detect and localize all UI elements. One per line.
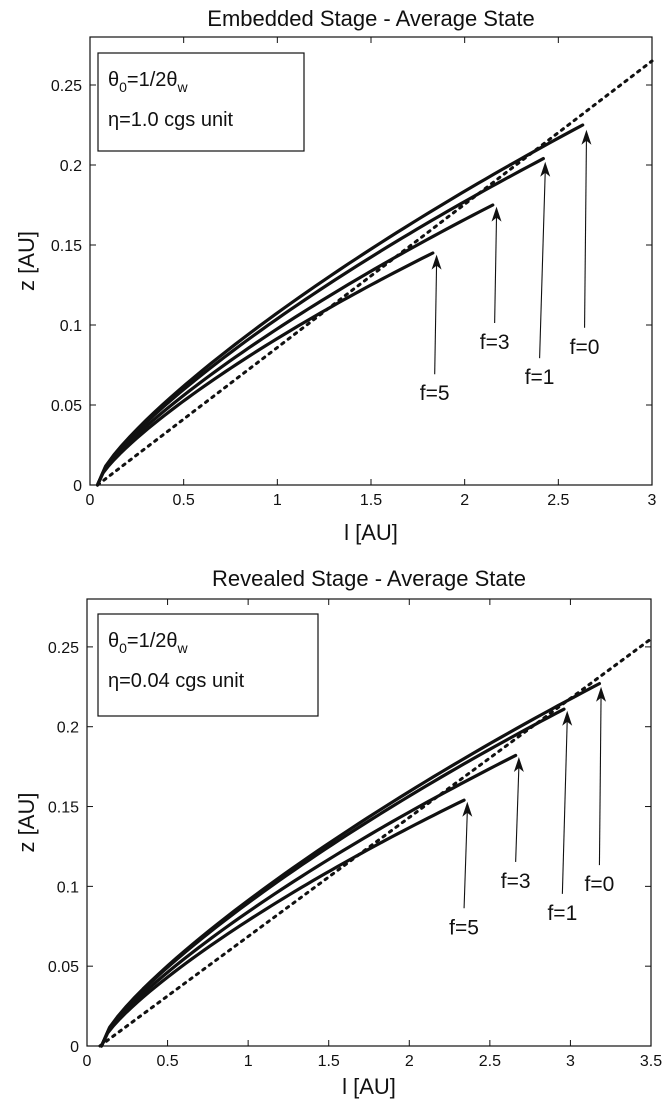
curve-f5 <box>99 798 466 1048</box>
y-tick-label: 0.2 <box>57 720 79 737</box>
curve-f0 <box>95 123 585 487</box>
legend-subscript: w <box>177 79 189 95</box>
annotation-arrow-line <box>539 171 546 359</box>
annotation-arrowhead <box>491 206 502 222</box>
legend-text-part: θ <box>108 69 119 91</box>
y-tick-label: 0.25 <box>48 640 79 657</box>
curve-f1 <box>95 157 545 487</box>
legend-text: θ0=1/2θw <box>108 630 189 656</box>
legend-text: θ0=1/2θw <box>108 69 189 95</box>
x-tick-label: 0 <box>86 492 95 509</box>
y-tick-label: 0.1 <box>60 318 82 335</box>
legend-box <box>97 613 319 717</box>
annotation-label: f=1 <box>525 366 555 389</box>
y-tick-label: 0.05 <box>51 398 82 415</box>
annotation-label: f=1 <box>547 902 577 925</box>
annotation-arrow-line <box>598 696 602 866</box>
annotation-arrowhead <box>562 710 573 726</box>
annotation-label: f=0 <box>570 336 600 359</box>
y-axis-label: z [AU] <box>14 793 39 853</box>
curve-f1 <box>99 707 566 1048</box>
x-tick-label: 2.5 <box>479 1053 501 1070</box>
x-tick-label: 0.5 <box>173 492 195 509</box>
curve-f0 <box>99 682 602 1048</box>
y-tick-label: 0.05 <box>48 959 79 976</box>
y-tick-label: 0.15 <box>51 238 82 255</box>
annotation-arrowhead <box>581 129 592 145</box>
chart-title: Revealed Stage - Average State <box>212 566 526 591</box>
y-tick-label: 0 <box>73 478 82 495</box>
x-axis-label: l [AU] <box>344 520 398 545</box>
annotation-arrow-line <box>584 139 587 328</box>
y-tick-label: 0.25 <box>51 78 82 95</box>
annotation-label: f=0 <box>585 873 615 896</box>
chart-1: Embedded Stage - Average State 0 0.5 1 1.5 2 2… <box>14 6 657 545</box>
legend-text: η=1.0 cgs unit <box>108 109 234 131</box>
y-tick-label: 0.2 <box>60 158 82 175</box>
x-tick-label: 1.5 <box>360 492 382 509</box>
legend-subscript: w <box>177 640 189 656</box>
y-axis-label: z [AU] <box>14 231 39 291</box>
annotation-label: f=3 <box>501 870 531 893</box>
annotation-arrowhead <box>462 801 473 817</box>
legend-subscript: 0 <box>119 79 127 95</box>
legend-text: η=0.04 cgs unit <box>108 670 245 692</box>
x-tick-label: 0.5 <box>156 1053 178 1070</box>
x-tick-label: 1.5 <box>318 1053 340 1070</box>
legend-text-part: =1/2θ <box>127 630 178 652</box>
legend-box <box>97 52 305 152</box>
y-tick-label: 0.1 <box>57 879 79 896</box>
x-tick-label: 2 <box>460 492 469 509</box>
annotation-arrow-line <box>515 767 520 862</box>
x-axis-label: l [AU] <box>342 1074 396 1099</box>
x-tick-label: 2.5 <box>547 492 569 509</box>
annotation-arrowhead <box>540 161 551 177</box>
x-tick-label: 0 <box>83 1053 92 1070</box>
annotation-label: f=3 <box>480 331 510 354</box>
y-tick-label: 0.15 <box>48 800 79 817</box>
chart-2: Revealed Stage - Average State 0 0.5 1 1.5 2 2… <box>14 566 662 1099</box>
annotation-arrowhead <box>431 254 442 270</box>
x-tick-label: 3 <box>648 492 657 509</box>
curve-f3 <box>99 753 518 1048</box>
legend-text-part: =1/2θ <box>127 69 178 91</box>
plot-frame <box>86 598 652 1047</box>
legend-text-part: η=1.0 cgs unit <box>108 109 234 131</box>
legend-subscript: 0 <box>119 640 127 656</box>
x-tick-label: 1 <box>273 492 282 509</box>
x-tick-label: 3.5 <box>640 1053 662 1070</box>
x-tick-label: 2 <box>405 1053 414 1070</box>
x-tick-label: 3 <box>566 1053 575 1070</box>
annotation-arrow-line <box>434 264 438 375</box>
annotation-arrow-line <box>494 216 498 324</box>
annotation-arrow-line <box>463 811 468 909</box>
annotation-label: f=5 <box>449 916 479 939</box>
legend-text-part: θ <box>108 630 119 652</box>
annotation-arrowhead <box>513 757 524 773</box>
curve-f5 <box>95 251 435 487</box>
y-tick-label: 0 <box>70 1039 79 1056</box>
x-tick-label: 1 <box>244 1053 253 1070</box>
legend-text-part: η=0.04 cgs unit <box>108 670 245 692</box>
curve-f3 <box>95 203 495 487</box>
annotation-arrowhead <box>596 686 607 702</box>
annotation-arrow-line <box>561 720 568 894</box>
chart-title: Embedded Stage - Average State <box>207 6 534 31</box>
annotation-label: f=5 <box>420 382 450 405</box>
